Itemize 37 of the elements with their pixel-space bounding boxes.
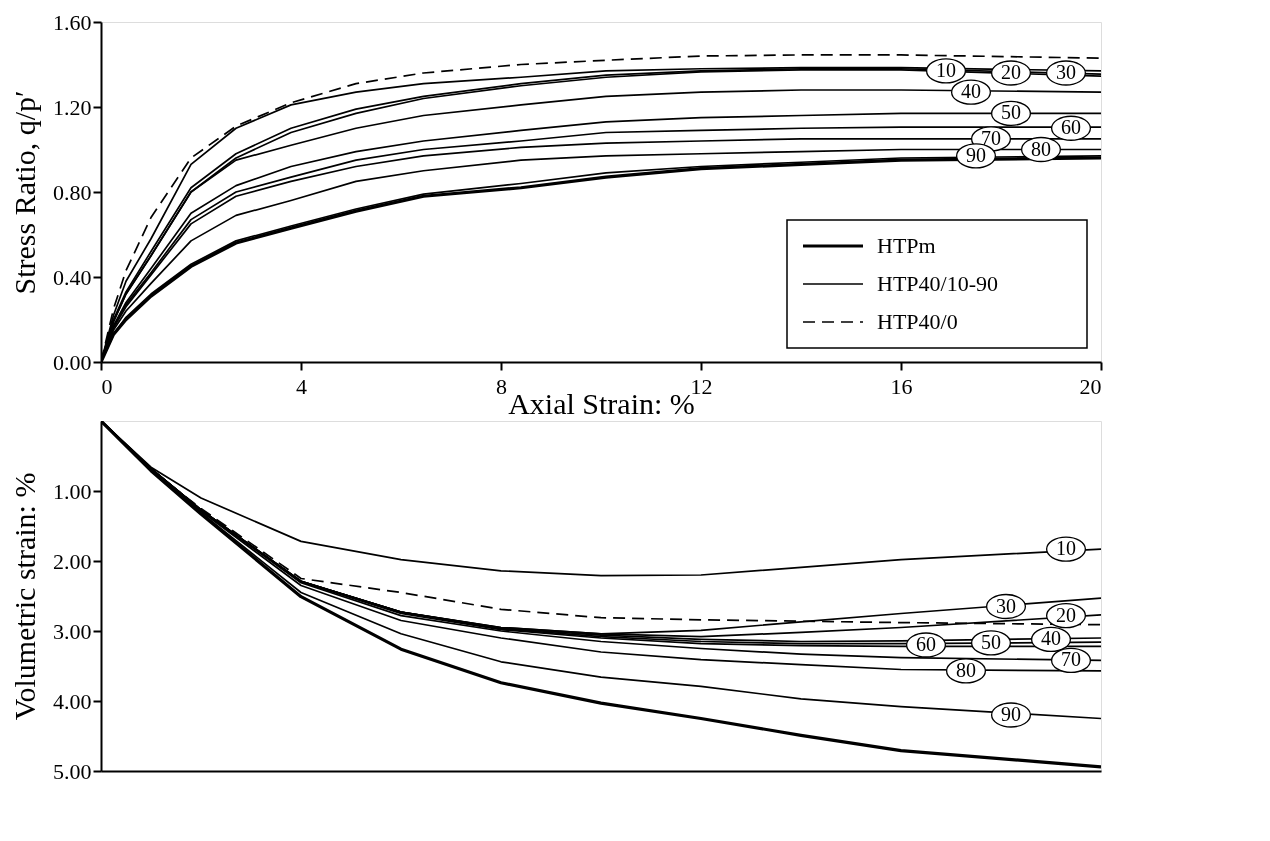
annotation: 20 [1056, 603, 1076, 626]
annotation: 40 [961, 80, 981, 103]
annotation: 90 [1001, 703, 1021, 725]
annotation: 60 [1061, 116, 1081, 139]
y-tick-label: 3.00 [53, 618, 92, 644]
annotation: 80 [1031, 137, 1051, 160]
y-tick-label: 5.00 [53, 758, 92, 784]
annotation: 10 [1056, 537, 1076, 560]
annotation: 70 [981, 126, 1001, 149]
annotation: 50 [1001, 101, 1021, 124]
y-tick-label: 0.80 [53, 179, 92, 205]
y-tick-label: 1.20 [53, 94, 92, 120]
x-tick-label: 16 [890, 373, 913, 399]
x-tick-label: 8 [496, 373, 507, 399]
y-axis-title: Volumetric strain: % [8, 472, 41, 721]
annotation: 20 [1001, 61, 1021, 83]
annotation: 30 [1056, 61, 1076, 83]
x-tick-label: 0 [101, 373, 113, 399]
annotation: 40 [1041, 627, 1061, 650]
y-tick-label: 4.00 [53, 688, 92, 714]
y-axis-title: Stress Ratio, q/p′ [8, 90, 41, 295]
legend-label: HTP40/0 [877, 309, 958, 334]
x-tick-label: 4 [296, 373, 307, 399]
annotation: 70 [1061, 648, 1081, 671]
annotation: 10 [936, 58, 956, 81]
annotation: 50 [981, 630, 1001, 653]
y-tick-label: 0.40 [53, 264, 92, 290]
legend-label: HTP40/10-90 [877, 271, 998, 296]
y-tick-label: 0.00 [53, 349, 92, 375]
x-tick-label: 20 [1079, 373, 1102, 399]
legend-label: HTPm [877, 233, 936, 258]
annotation: 30 [996, 594, 1016, 617]
annotation: 80 [956, 658, 976, 681]
y-tick-label: 1.00 [53, 478, 92, 504]
annotation: 60 [916, 633, 936, 655]
y-tick-label: 2.00 [53, 548, 92, 574]
y-tick-label: 1.60 [53, 9, 92, 35]
